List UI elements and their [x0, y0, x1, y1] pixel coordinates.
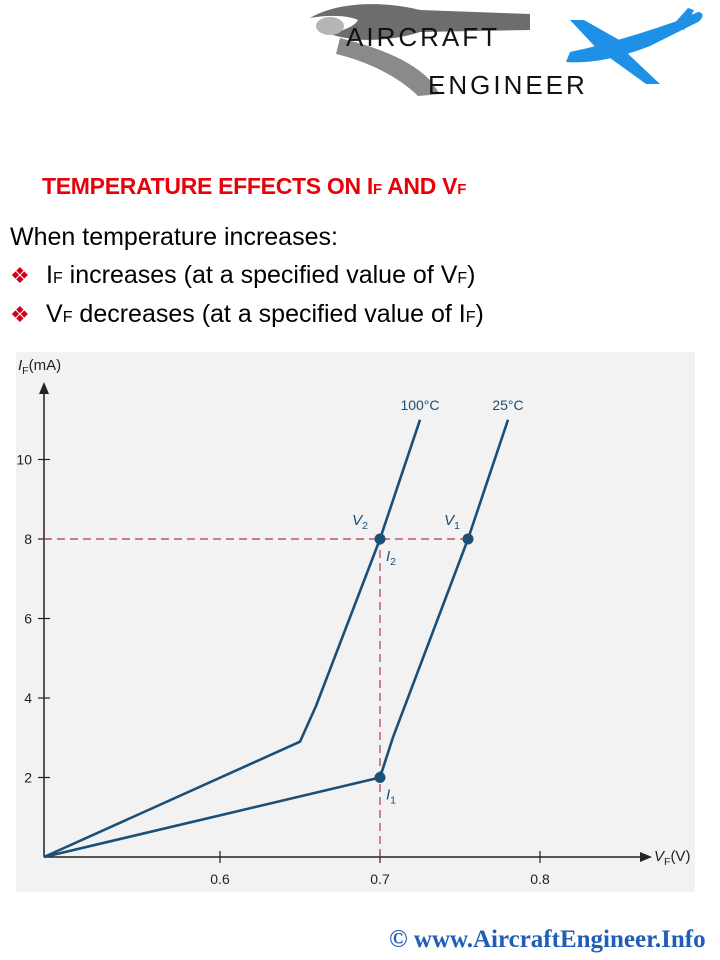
diamond-bullet-icon: ❖ [10, 263, 30, 288]
footer-website: © www.AircraftEngineer.Info [389, 926, 706, 953]
marker-label-i2: I2 [386, 548, 396, 568]
airplane-icon [566, 8, 703, 84]
marker-label-v1: V1 [444, 512, 460, 532]
bullet-if-increases: ❖ IF increases (at a specified value of V… [10, 261, 476, 289]
aircraft-engineer-logo: AIRCRAFT ENGINEER [310, 4, 703, 100]
intro-text: When temperature increases: [10, 223, 338, 251]
marker-label-v2: V2 [352, 512, 368, 532]
y-tick-label: 4 [24, 690, 32, 706]
data-point [462, 533, 474, 545]
title-main: TEMPERATURE EFFECTS ON I [42, 173, 373, 199]
logo-text-line2: ENGINEER [428, 70, 588, 100]
series-label-100c: 100°C [400, 397, 439, 413]
diamond-bullet-icon: ❖ [10, 302, 30, 327]
logo-text-line1: AIRCRAFT [346, 22, 500, 52]
slide-title: TEMPERATURE EFFECTS ON IF AND VF [42, 173, 466, 200]
y-tick-label: 8 [24, 531, 32, 547]
y-axis-arrow [39, 382, 49, 394]
y-tick-label: 10 [16, 452, 32, 468]
x-axis-arrow [640, 852, 652, 862]
x-axis-label: VF(V) [654, 848, 690, 868]
y-tick-label: 2 [24, 770, 32, 786]
data-point [374, 533, 386, 545]
series-label-25c: 25°C [492, 397, 523, 413]
wrench-icon [310, 4, 530, 96]
iv-characteristic-chart: 0.6 0.7 0.8 2 4 6 8 10 IF(mA) VF(V) 100°C 25°C V2 V1 I… [16, 352, 695, 892]
bullet-vf-decreases: ❖ VF decreases (at a specified value of I… [10, 300, 484, 328]
title-sub-f2: F [457, 181, 467, 198]
series-line-100c [43, 419, 422, 859]
y-axis-label: IF(mA) [18, 357, 61, 377]
title-sub-f1: F [373, 181, 382, 198]
plot-background [16, 352, 695, 892]
x-tick-label: 0.7 [370, 871, 390, 887]
series-line-25c [43, 419, 510, 859]
data-point [374, 772, 386, 783]
y-tick-label: 6 [24, 611, 32, 627]
marker-label-i1: I1 [386, 787, 396, 807]
title-mid: AND V [381, 173, 458, 199]
x-tick-label: 0.6 [210, 871, 230, 887]
x-tick-label: 0.8 [530, 871, 550, 887]
